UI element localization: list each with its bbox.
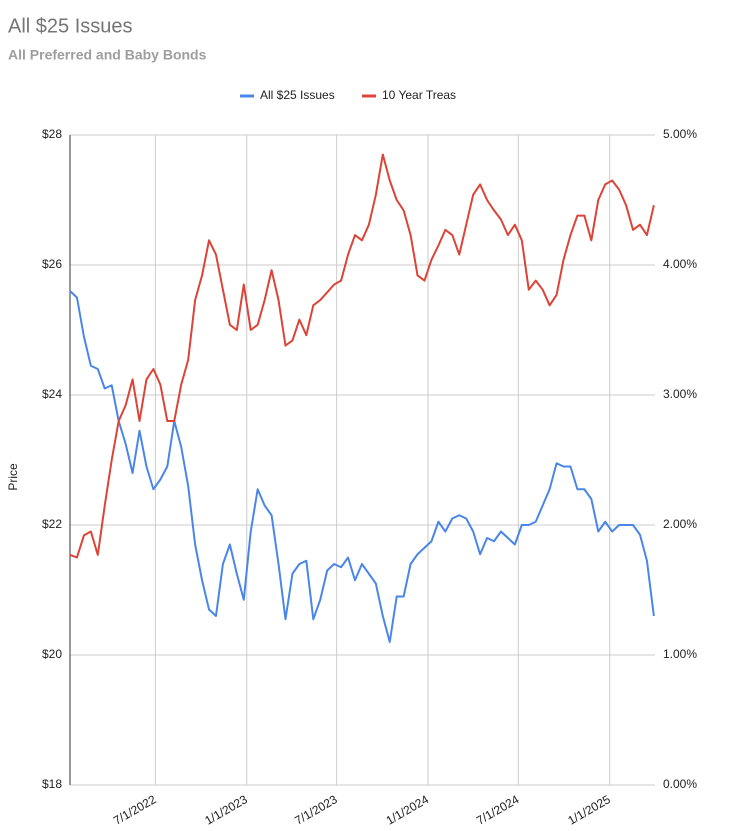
series-line [69,153,655,559]
y-axis-title: Price [6,463,20,491]
y2-tick-label: 0.00% [663,777,697,791]
y-tick-label: $28 [42,127,62,141]
y2-tick-label: 4.00% [663,257,697,271]
y2-tick-label: 3.00% [663,387,697,401]
x-tick-label: 1/1/2025 [565,792,613,828]
legend-label: All $25 Issues [260,88,335,102]
series-line [69,290,655,643]
y-tick-label: $26 [42,257,62,271]
y2-tick-label: 1.00% [663,647,697,661]
x-tick-label: 7/1/2023 [292,792,340,828]
x-tick-label: 1/1/2024 [384,792,432,828]
chart-subtitle: All Preferred and Baby Bonds [8,47,207,63]
chart-title: All $25 Issues [8,15,133,37]
y-tick-label: $22 [42,517,62,531]
legend-label: 10 Year Treas [382,88,456,102]
y2-tick-label: 5.00% [663,127,697,141]
y-tick-label: $20 [42,647,62,661]
x-tick-label: 7/1/2024 [474,792,522,828]
x-tick-label: 1/1/2023 [202,792,250,828]
x-tick-label: 7/1/2022 [111,792,159,828]
y-tick-label: $24 [42,387,62,401]
y-tick-label: $18 [42,777,62,791]
y2-tick-label: 2.00% [663,517,697,531]
